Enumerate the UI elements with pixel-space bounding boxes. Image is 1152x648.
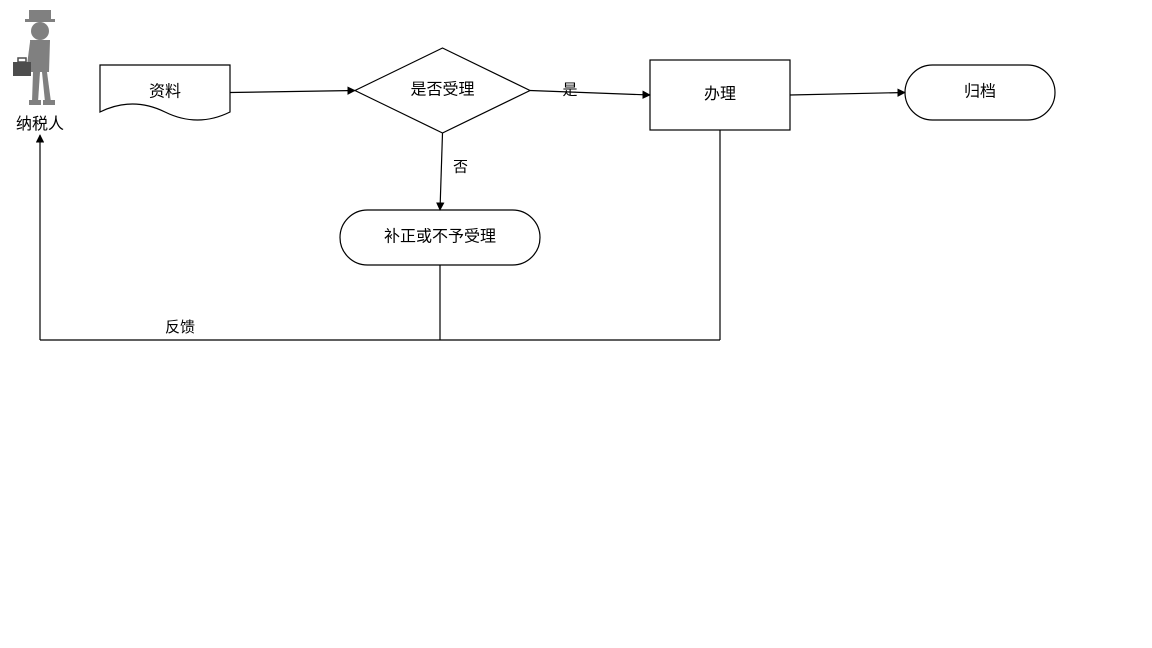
- label: 补正或不予受理: [384, 228, 496, 246]
- label: 是否受理: [410, 81, 474, 99]
- label: 办理: [704, 85, 736, 103]
- label: 纳税人: [16, 115, 64, 133]
- edge-process-to-archive: [790, 93, 905, 96]
- label: 归档: [964, 83, 996, 101]
- label: 反馈: [165, 319, 195, 336]
- actor-taxpayer: [13, 10, 55, 105]
- briefcase-icon: [13, 62, 31, 76]
- edge-decision-yes: [530, 91, 650, 96]
- edge-decision-no: [440, 133, 443, 210]
- label: 是: [562, 81, 577, 98]
- flowchart-canvas: 纳税人 资料 是否受理 办理 归档补正或不予受理 是否反馈: [0, 0, 1152, 648]
- edge-materials-to-decision: [230, 91, 355, 93]
- label: 否: [453, 158, 468, 175]
- label: 资料: [149, 83, 181, 101]
